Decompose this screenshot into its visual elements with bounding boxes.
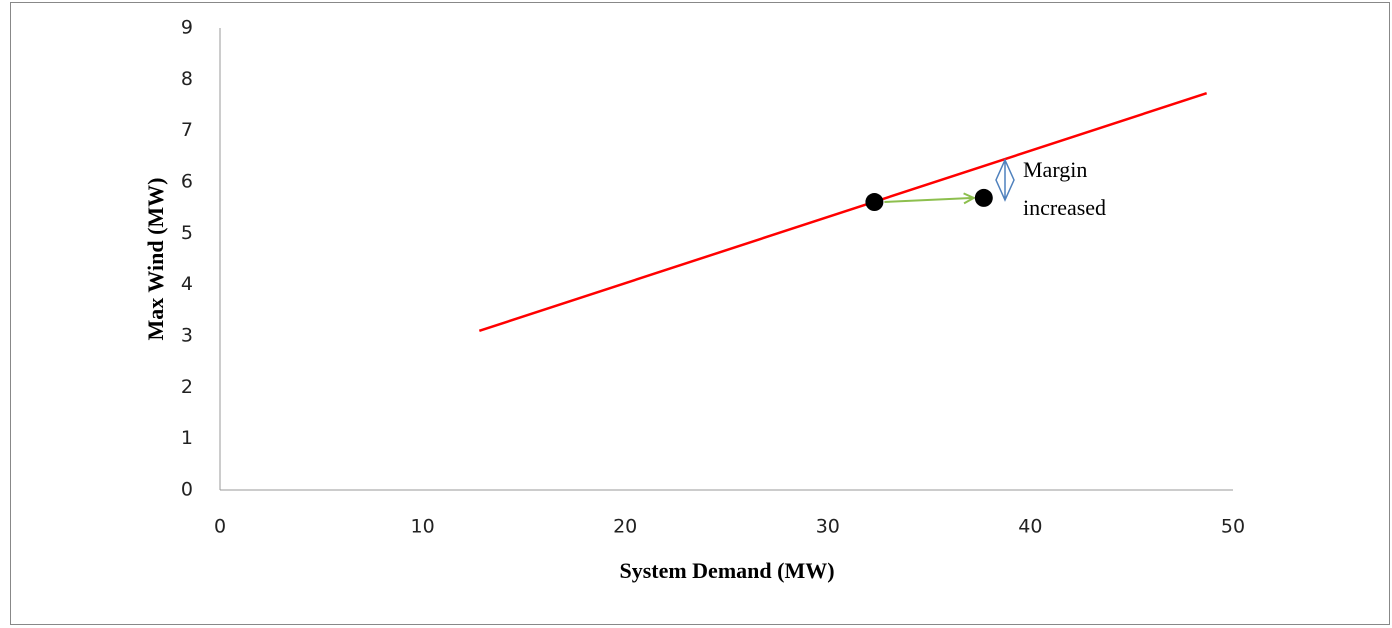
y-tick-label: 7 bbox=[181, 119, 193, 141]
y-tick-label: 8 bbox=[181, 68, 193, 90]
x-tick-label: 30 bbox=[816, 516, 840, 538]
y-tick-label: 1 bbox=[181, 427, 193, 449]
y-tick-label: 3 bbox=[181, 325, 193, 347]
y-tick-label: 4 bbox=[181, 273, 193, 295]
y-tick-label: 9 bbox=[181, 17, 193, 39]
y-tick-label: 5 bbox=[181, 222, 193, 244]
point bbox=[865, 193, 884, 212]
x-tick-label: 20 bbox=[613, 516, 637, 538]
shift-arrow bbox=[884, 198, 973, 202]
line bbox=[478, 92, 1208, 333]
annotation: increased bbox=[1023, 195, 1106, 220]
annotation: Margin bbox=[1023, 157, 1087, 182]
point bbox=[974, 188, 993, 207]
x-tick-label: 50 bbox=[1221, 516, 1245, 538]
y-tick-label: 2 bbox=[181, 376, 193, 398]
y-tick-label: 0 bbox=[181, 479, 193, 501]
x-tick-label: 10 bbox=[411, 516, 435, 538]
x-tick-label: 40 bbox=[1018, 516, 1042, 538]
x-tick-label: 0 bbox=[214, 516, 226, 538]
margin-arrow bbox=[995, 158, 1015, 202]
chart-border bbox=[10, 2, 1390, 625]
y-axis-title: Max Wind (MW) bbox=[143, 178, 168, 341]
x-axis-title: System Demand (MW) bbox=[619, 558, 834, 583]
y-tick-label: 6 bbox=[181, 171, 193, 193]
